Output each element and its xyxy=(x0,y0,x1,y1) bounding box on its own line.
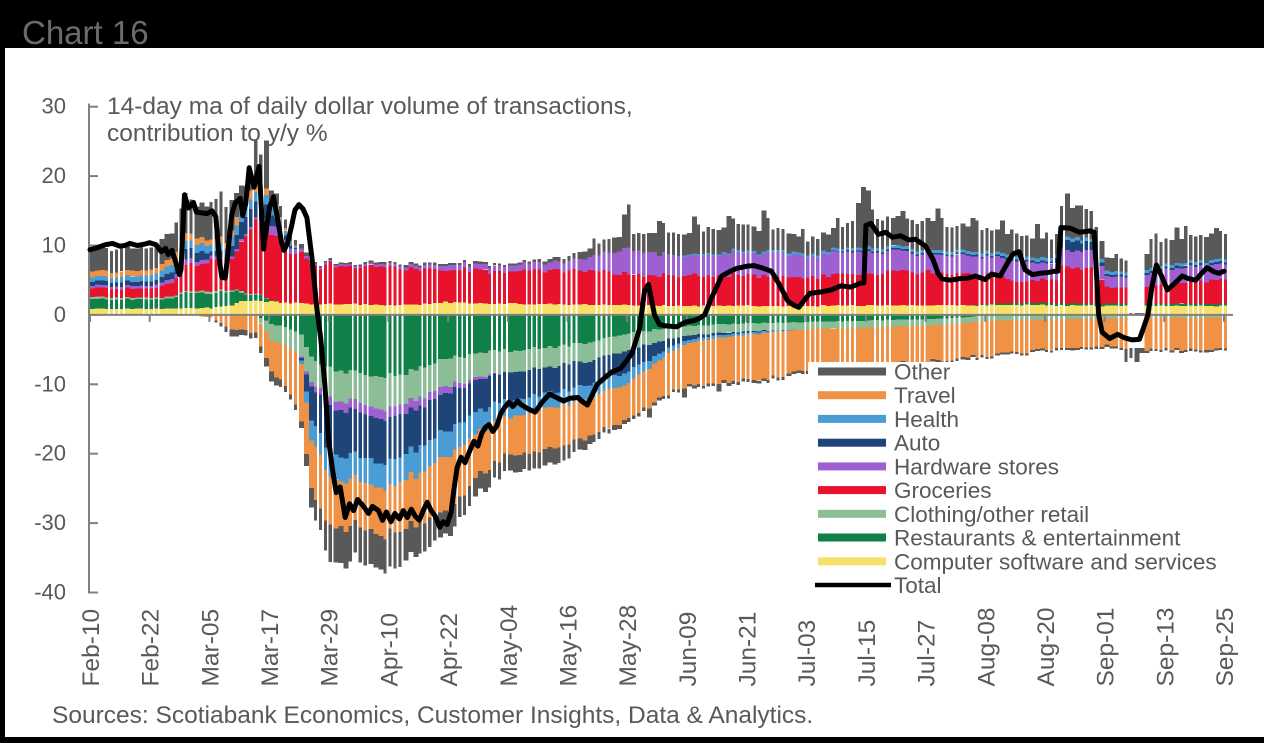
svg-text:Jun-21: Jun-21 xyxy=(735,612,762,687)
svg-text:Health: Health xyxy=(894,407,959,432)
svg-text:-40: -40 xyxy=(34,580,66,605)
svg-text:Total: Total xyxy=(894,573,942,598)
svg-text:Jun-09: Jun-09 xyxy=(675,612,702,687)
svg-text:-10: -10 xyxy=(34,371,66,396)
svg-text:Hardware stores: Hardware stores xyxy=(894,454,1059,479)
svg-text:20: 20 xyxy=(42,163,66,188)
svg-text:14-day ma of daily dollar volu: 14-day ma of daily dollar volume of tran… xyxy=(107,93,633,120)
svg-text:contribution to y/y %: contribution to y/y % xyxy=(107,120,328,147)
svg-text:Jul-03: Jul-03 xyxy=(794,620,821,687)
svg-text:Travel: Travel xyxy=(894,383,956,408)
svg-text:May-04: May-04 xyxy=(496,605,523,687)
svg-text:Aug-08: Aug-08 xyxy=(973,607,1000,686)
svg-text:Other: Other xyxy=(894,360,951,385)
svg-text:Sep-25: Sep-25 xyxy=(1212,607,1239,686)
svg-text:Auto: Auto xyxy=(894,431,940,456)
svg-text:May-28: May-28 xyxy=(615,605,642,687)
svg-text:Mar-05: Mar-05 xyxy=(197,609,224,687)
svg-text:May-16: May-16 xyxy=(556,605,583,687)
svg-text:10: 10 xyxy=(42,233,66,258)
svg-text:Computer software and services: Computer software and services xyxy=(894,549,1217,574)
svg-text:-30: -30 xyxy=(34,510,66,535)
svg-text:Restaurants & entertainment: Restaurants & entertainment xyxy=(894,526,1181,551)
svg-text:0: 0 xyxy=(54,302,66,327)
svg-text:Jul-27: Jul-27 xyxy=(914,620,941,687)
svg-text:Clothing/other retail: Clothing/other retail xyxy=(894,502,1089,527)
svg-text:Jul-15: Jul-15 xyxy=(854,620,881,687)
svg-text:Apr-10: Apr-10 xyxy=(376,613,403,687)
svg-text:Sep-13: Sep-13 xyxy=(1152,607,1179,686)
svg-text:Sep-01: Sep-01 xyxy=(1093,607,1120,686)
svg-text:Aug-20: Aug-20 xyxy=(1033,607,1060,686)
svg-text:Feb-22: Feb-22 xyxy=(138,609,165,687)
svg-text:Feb-10: Feb-10 xyxy=(78,609,105,687)
svg-text:30: 30 xyxy=(42,94,66,119)
svg-text:Mar-29: Mar-29 xyxy=(317,609,344,687)
svg-text:Groceries: Groceries xyxy=(894,478,992,503)
svg-text:-20: -20 xyxy=(34,441,66,466)
svg-text:Apr-22: Apr-22 xyxy=(436,613,463,687)
svg-text:Mar-17: Mar-17 xyxy=(257,609,284,687)
